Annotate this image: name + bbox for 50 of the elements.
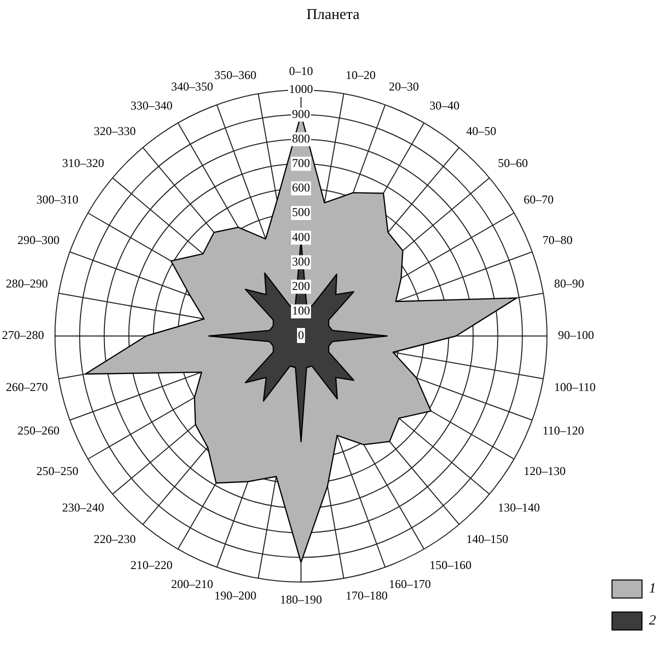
spoke-label: 20–30 (388, 79, 419, 94)
y-tick-label: 500 (292, 205, 310, 220)
spoke-label: 0–10 (289, 64, 313, 78)
spoke-label: 300–310 (36, 192, 78, 206)
spoke-label: 30–40 (430, 98, 460, 112)
spoke-label: 340–350 (171, 79, 214, 94)
spoke-label: 140–150 (466, 532, 508, 546)
y-tick-label: 200 (292, 278, 310, 293)
spoke-label: 100–110 (554, 380, 596, 394)
y-tick-label: 1000 (289, 82, 313, 96)
spoke-label: 150–160 (430, 558, 472, 572)
y-tick-label: 400 (292, 230, 310, 244)
spoke-label: 130–140 (498, 500, 540, 515)
y-tick-label: 700 (292, 156, 310, 170)
spoke-label: 70–80 (542, 233, 572, 248)
spoke-label: 40–50 (466, 124, 496, 138)
chart-title: Планета (306, 6, 360, 23)
spoke-label: 200–210 (171, 576, 214, 591)
spoke-label: 10–20 (346, 68, 376, 82)
spoke-label: 210–220 (130, 558, 172, 572)
spoke-label: 330–340 (130, 98, 172, 112)
spoke-label: 180–190 (280, 592, 322, 606)
spoke-label: 170–180 (346, 588, 388, 602)
spoke-label: 230–240 (62, 500, 104, 515)
spoke-label: 120–130 (524, 464, 566, 478)
spoke-label: 220–230 (94, 532, 136, 546)
spoke-label: 190–200 (214, 588, 256, 602)
legend-label: 2 (649, 614, 656, 629)
spoke-label: 90–100 (558, 328, 594, 342)
spoke-label: 80–90 (554, 276, 584, 290)
spoke-label: 60–70 (524, 192, 554, 206)
spoke-label: 310–320 (62, 156, 104, 170)
y-tick-label: 900 (292, 106, 310, 121)
y-tick-label: 800 (292, 131, 310, 146)
y-tick-label: 600 (292, 180, 310, 195)
spoke-label: 260–270 (6, 380, 48, 394)
spoke-label: 250–250 (36, 464, 78, 478)
y-tick-label: 0 (298, 328, 304, 342)
y-tick-label: 100 (292, 304, 310, 318)
spoke-label: 250–260 (18, 423, 60, 438)
spoke-label: 50–60 (498, 156, 528, 170)
spoke-label: 160–170 (388, 576, 431, 591)
spoke-label: 270–280 (2, 328, 44, 342)
spoke-label: 290–300 (18, 233, 60, 248)
y-tick-label: 300 (292, 254, 310, 268)
spoke-label: 320–330 (94, 124, 136, 138)
spoke-label: 350–360 (214, 68, 256, 82)
legend-label: 1 (649, 582, 656, 597)
spoke-label: 110–120 (542, 423, 584, 438)
spoke-label: 280–290 (6, 276, 48, 290)
